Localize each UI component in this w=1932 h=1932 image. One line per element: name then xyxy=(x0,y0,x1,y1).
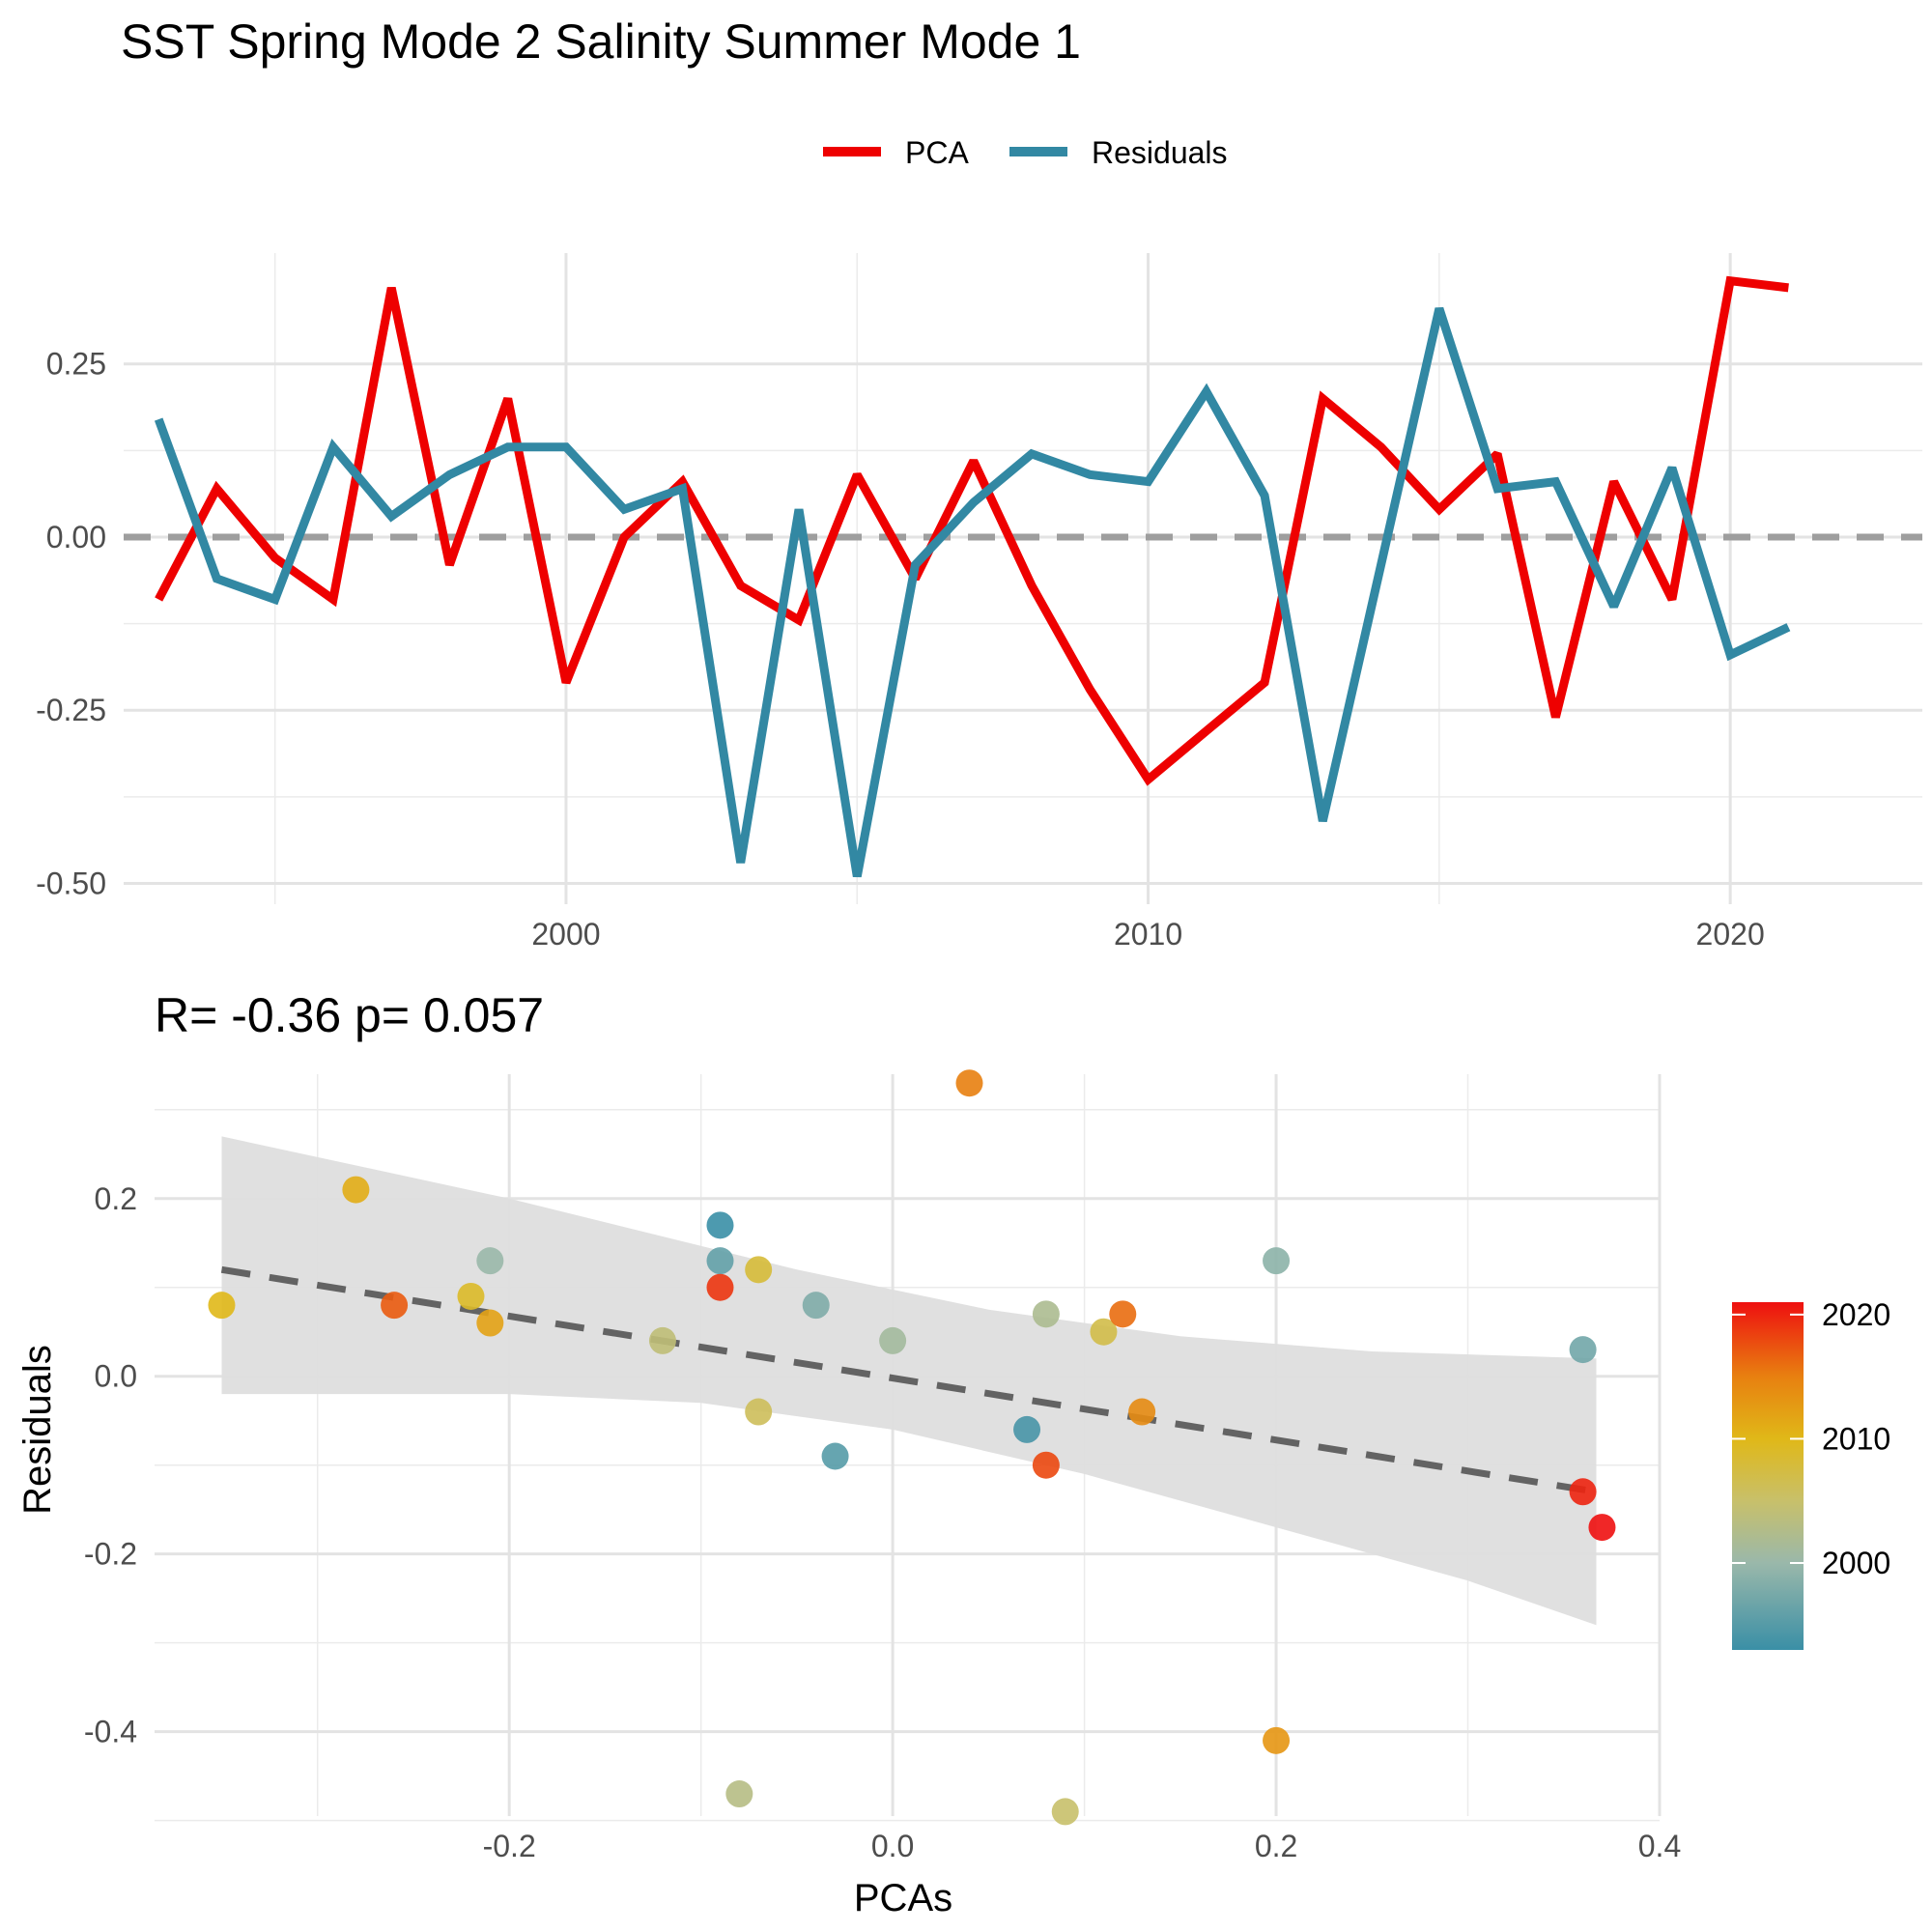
scatter-point xyxy=(1051,1798,1079,1826)
scatter-point xyxy=(1588,1514,1616,1542)
year-colorbar: 2000 2010 2020 xyxy=(1732,1297,1890,1650)
scatter-point xyxy=(802,1292,830,1320)
scatter-point xyxy=(1128,1398,1156,1426)
top-gridlines xyxy=(124,253,1922,904)
bottom-y-tick-label: -0.2 xyxy=(84,1537,137,1572)
top-x-tick-label: 2010 xyxy=(1114,917,1182,952)
series-line-residuals xyxy=(154,307,1791,878)
bottom-y-tick-label: -0.4 xyxy=(84,1715,137,1749)
regression-fit-line xyxy=(220,1265,1598,1495)
colorbar-tick-label: 2020 xyxy=(1822,1297,1890,1332)
scatter-point xyxy=(381,1292,409,1320)
scatter-point xyxy=(1109,1300,1137,1328)
scatter-point xyxy=(1569,1478,1597,1506)
bottom-tick-labels: -0.4 -0.2 0.0 0.2 -0.2 0.0 0.2 0.4 xyxy=(84,1181,1681,1863)
top-y-tick-label: -0.25 xyxy=(36,693,106,727)
scatter-point xyxy=(457,1282,485,1310)
scatter-point xyxy=(1032,1451,1060,1479)
scatter-point xyxy=(821,1442,849,1470)
scatter-point xyxy=(1090,1318,1118,1346)
scatter-point xyxy=(1569,1336,1597,1364)
legend-label-pca: PCA xyxy=(905,135,969,170)
bottom-x-tick-label: 0.4 xyxy=(1638,1829,1681,1863)
y-axis-title: Residuals xyxy=(16,1345,59,1515)
colorbar-gradient xyxy=(1732,1302,1804,1650)
bottom-x-tick-label: -0.2 xyxy=(483,1829,536,1863)
bottom-chart-title: R= -0.36 p= 0.057 xyxy=(155,988,544,1042)
scatter-point xyxy=(879,1326,907,1354)
top-y-tick-label: -0.50 xyxy=(36,866,106,900)
colorbar-tick-label: 2000 xyxy=(1822,1546,1890,1580)
top-y-tick-label: 0.25 xyxy=(46,347,106,382)
scatter-point xyxy=(1263,1247,1291,1275)
scatter-point xyxy=(725,1780,753,1808)
regression-line xyxy=(220,1265,1598,1495)
scatter-point xyxy=(648,1326,676,1354)
legend-label-residuals: Residuals xyxy=(1092,135,1228,170)
top-y-tick-label: 0.00 xyxy=(46,520,106,554)
scatter-point xyxy=(1013,1415,1041,1443)
scatter-point xyxy=(706,1211,734,1239)
scatter-point xyxy=(955,1069,983,1097)
scatter-point xyxy=(1032,1300,1060,1328)
scatter-point xyxy=(745,1256,773,1284)
top-x-tick-label: 2020 xyxy=(1696,917,1765,952)
series-line-pca xyxy=(155,275,1789,786)
bottom-x-tick-label: 0.2 xyxy=(1255,1829,1297,1863)
bottom-y-tick-label: 0.2 xyxy=(95,1181,137,1216)
scatter-point xyxy=(706,1247,734,1275)
scatter-point xyxy=(342,1176,370,1204)
colorbar-tick-label: 2010 xyxy=(1822,1421,1890,1456)
bottom-x-tick-label: 0.0 xyxy=(871,1829,914,1863)
scatter-point xyxy=(208,1292,236,1320)
scatter-point xyxy=(476,1309,504,1337)
scatter-point xyxy=(1263,1726,1291,1754)
top-tick-labels: -0.50 -0.25 0.00 0.25 2000 2010 2020 xyxy=(36,347,1765,952)
top-series-lines xyxy=(154,275,1791,878)
bottom-y-tick-label: 0.0 xyxy=(95,1359,137,1394)
top-chart-title: SST Spring Mode 2 Salinity Summer Mode 1 xyxy=(121,14,1081,69)
x-axis-title: PCAs xyxy=(854,1877,952,1919)
scatter-point xyxy=(745,1398,773,1426)
scatter-points xyxy=(208,1069,1616,1826)
scatter-point xyxy=(706,1273,734,1301)
top-legend: PCA Residuals xyxy=(823,135,1228,170)
scatter-point xyxy=(476,1247,504,1275)
top-x-tick-label: 2000 xyxy=(531,917,600,952)
